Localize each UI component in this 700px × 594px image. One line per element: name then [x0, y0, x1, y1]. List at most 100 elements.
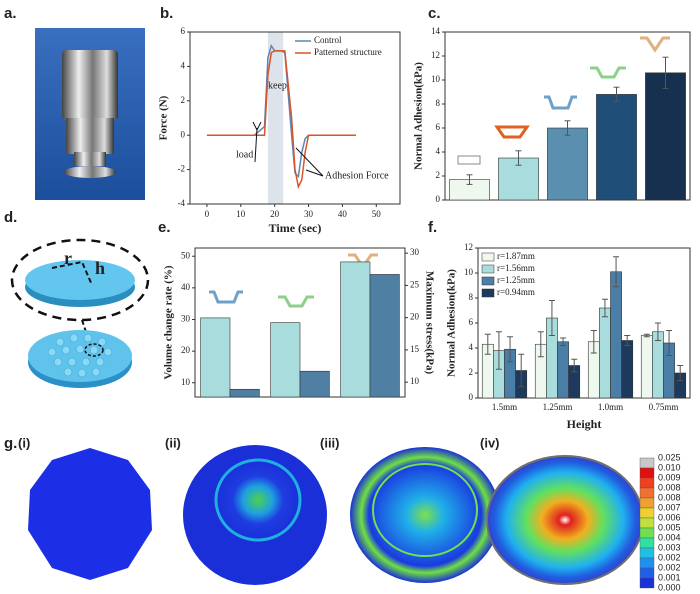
- legend-label: Control: [314, 35, 342, 45]
- simulation: [350, 447, 500, 583]
- y-tick-label: 10: [181, 377, 191, 387]
- colorbar-label: 0.003: [658, 542, 681, 552]
- y-tick-label: 8: [436, 98, 441, 108]
- simulation: [486, 455, 644, 585]
- y-axis-label: Force (N): [158, 95, 170, 140]
- x-tick-label: 50: [372, 209, 382, 219]
- panel-label: f.: [428, 219, 437, 236]
- x-tick-label: 0: [205, 209, 210, 219]
- bar: [610, 271, 622, 399]
- y-tick-label: 0: [436, 194, 441, 204]
- colorbar-label: 0.008: [658, 482, 681, 492]
- icon: [278, 295, 314, 308]
- legend-label: r=1.56mm: [497, 263, 535, 273]
- y-tick-label: 0: [181, 129, 186, 139]
- legend-label: r=0.94mm: [497, 287, 535, 297]
- y-tick-label: 14: [431, 26, 441, 36]
- y-tick-label: 12: [464, 242, 473, 252]
- dimension-label: h: [95, 258, 105, 278]
- panel-label: c.: [428, 5, 441, 22]
- x-tick-label: 20: [270, 209, 280, 219]
- colorbar-cell: [639, 507, 655, 519]
- dimension: [51, 260, 93, 286]
- y2-tick-label: 20: [410, 312, 420, 322]
- colorbar-label: 0.009: [658, 472, 681, 482]
- x-tick-label: 30: [304, 209, 314, 219]
- colorbar-cell: [639, 487, 655, 499]
- colorbar-label: 0.004: [658, 532, 681, 542]
- legend-swatch: [481, 288, 495, 298]
- sub-label: (iv): [480, 435, 500, 450]
- colorbar-cell: [639, 527, 655, 539]
- icon: [457, 155, 481, 165]
- simulation: [372, 463, 478, 557]
- sub-label: (iii): [320, 435, 340, 450]
- annotation-arrow: [252, 121, 262, 163]
- legend-label: r=1.87mm: [497, 251, 535, 261]
- bar: [652, 331, 664, 399]
- y-axis-label: Normal Adhesion(kPa): [413, 62, 425, 170]
- y-tick-label: 2: [181, 95, 186, 105]
- bar: [340, 261, 371, 398]
- annotation-arrow: [295, 147, 324, 177]
- colorbar-cell: [639, 567, 655, 579]
- colorbar-cell: [639, 557, 655, 569]
- colorbar-cell: [639, 467, 655, 479]
- x-tick-label: 40: [338, 209, 348, 219]
- pad-dots: [47, 333, 113, 378]
- y-tick-label: 2: [469, 367, 474, 377]
- colorbar-label: 0.001: [658, 572, 681, 582]
- x-tick-label: 1.0mm: [598, 402, 623, 412]
- panel-label: e.: [158, 219, 171, 236]
- colorbar-label: 0.002: [658, 552, 681, 562]
- colorbar-label: 0.005: [658, 522, 681, 532]
- annotation: Adhesion Force: [325, 170, 389, 181]
- icon: [640, 36, 670, 53]
- y-tick-label: 4: [181, 60, 186, 70]
- icon: [590, 66, 626, 79]
- colorbar-label: 0.010: [658, 462, 681, 472]
- colorbar-label: 0.025: [658, 452, 681, 462]
- simulation: [28, 448, 152, 580]
- y-tick-label: 10: [464, 267, 474, 277]
- legend-label: r=1.25mm: [497, 275, 535, 285]
- bar: [640, 335, 653, 399]
- shaded-region: [267, 32, 284, 204]
- y-axis-label: Volume change rate (%): [163, 265, 175, 379]
- y-tick-label: 4: [469, 342, 474, 352]
- cylinder: [66, 118, 114, 154]
- sub-label: (i): [18, 435, 30, 450]
- y2-tick-label: 10: [410, 376, 420, 386]
- panel-label: g.: [4, 435, 17, 452]
- colorbar-cell: [639, 577, 655, 589]
- x-tick-label: 10: [236, 209, 246, 219]
- bar: [299, 370, 330, 398]
- bar: [599, 307, 611, 399]
- bar: [621, 340, 634, 399]
- x-tick-label: 1.5mm: [492, 402, 517, 412]
- y-tick-label: 40: [181, 282, 191, 292]
- bar: [270, 322, 301, 398]
- icon: [494, 125, 530, 139]
- y2-tick-label: 25: [410, 279, 420, 289]
- y-tick-label: 12: [431, 50, 440, 60]
- y-tick-label: 8: [469, 292, 474, 302]
- colorbar-cell: [639, 537, 655, 549]
- panel-label: d.: [4, 209, 17, 226]
- zoom-ring: [10, 238, 150, 322]
- x-axis-label: Height: [567, 417, 602, 431]
- y-tick-label: 50: [181, 250, 191, 260]
- colorbar-cell: [639, 517, 655, 529]
- x-tick-label: 0.75mm: [649, 402, 679, 412]
- colorbar-label: 0.002: [658, 562, 681, 572]
- y-tick-label: 6: [436, 122, 441, 132]
- cylinder: [74, 152, 106, 166]
- icon: [544, 95, 577, 110]
- legend-swatch: [481, 252, 495, 262]
- line: [206, 50, 356, 190]
- icon: [209, 290, 243, 304]
- x-tick-label: 1.25mm: [543, 402, 573, 412]
- colorbar-label: 0.006: [658, 512, 681, 522]
- y-tick-label: -4: [178, 198, 186, 208]
